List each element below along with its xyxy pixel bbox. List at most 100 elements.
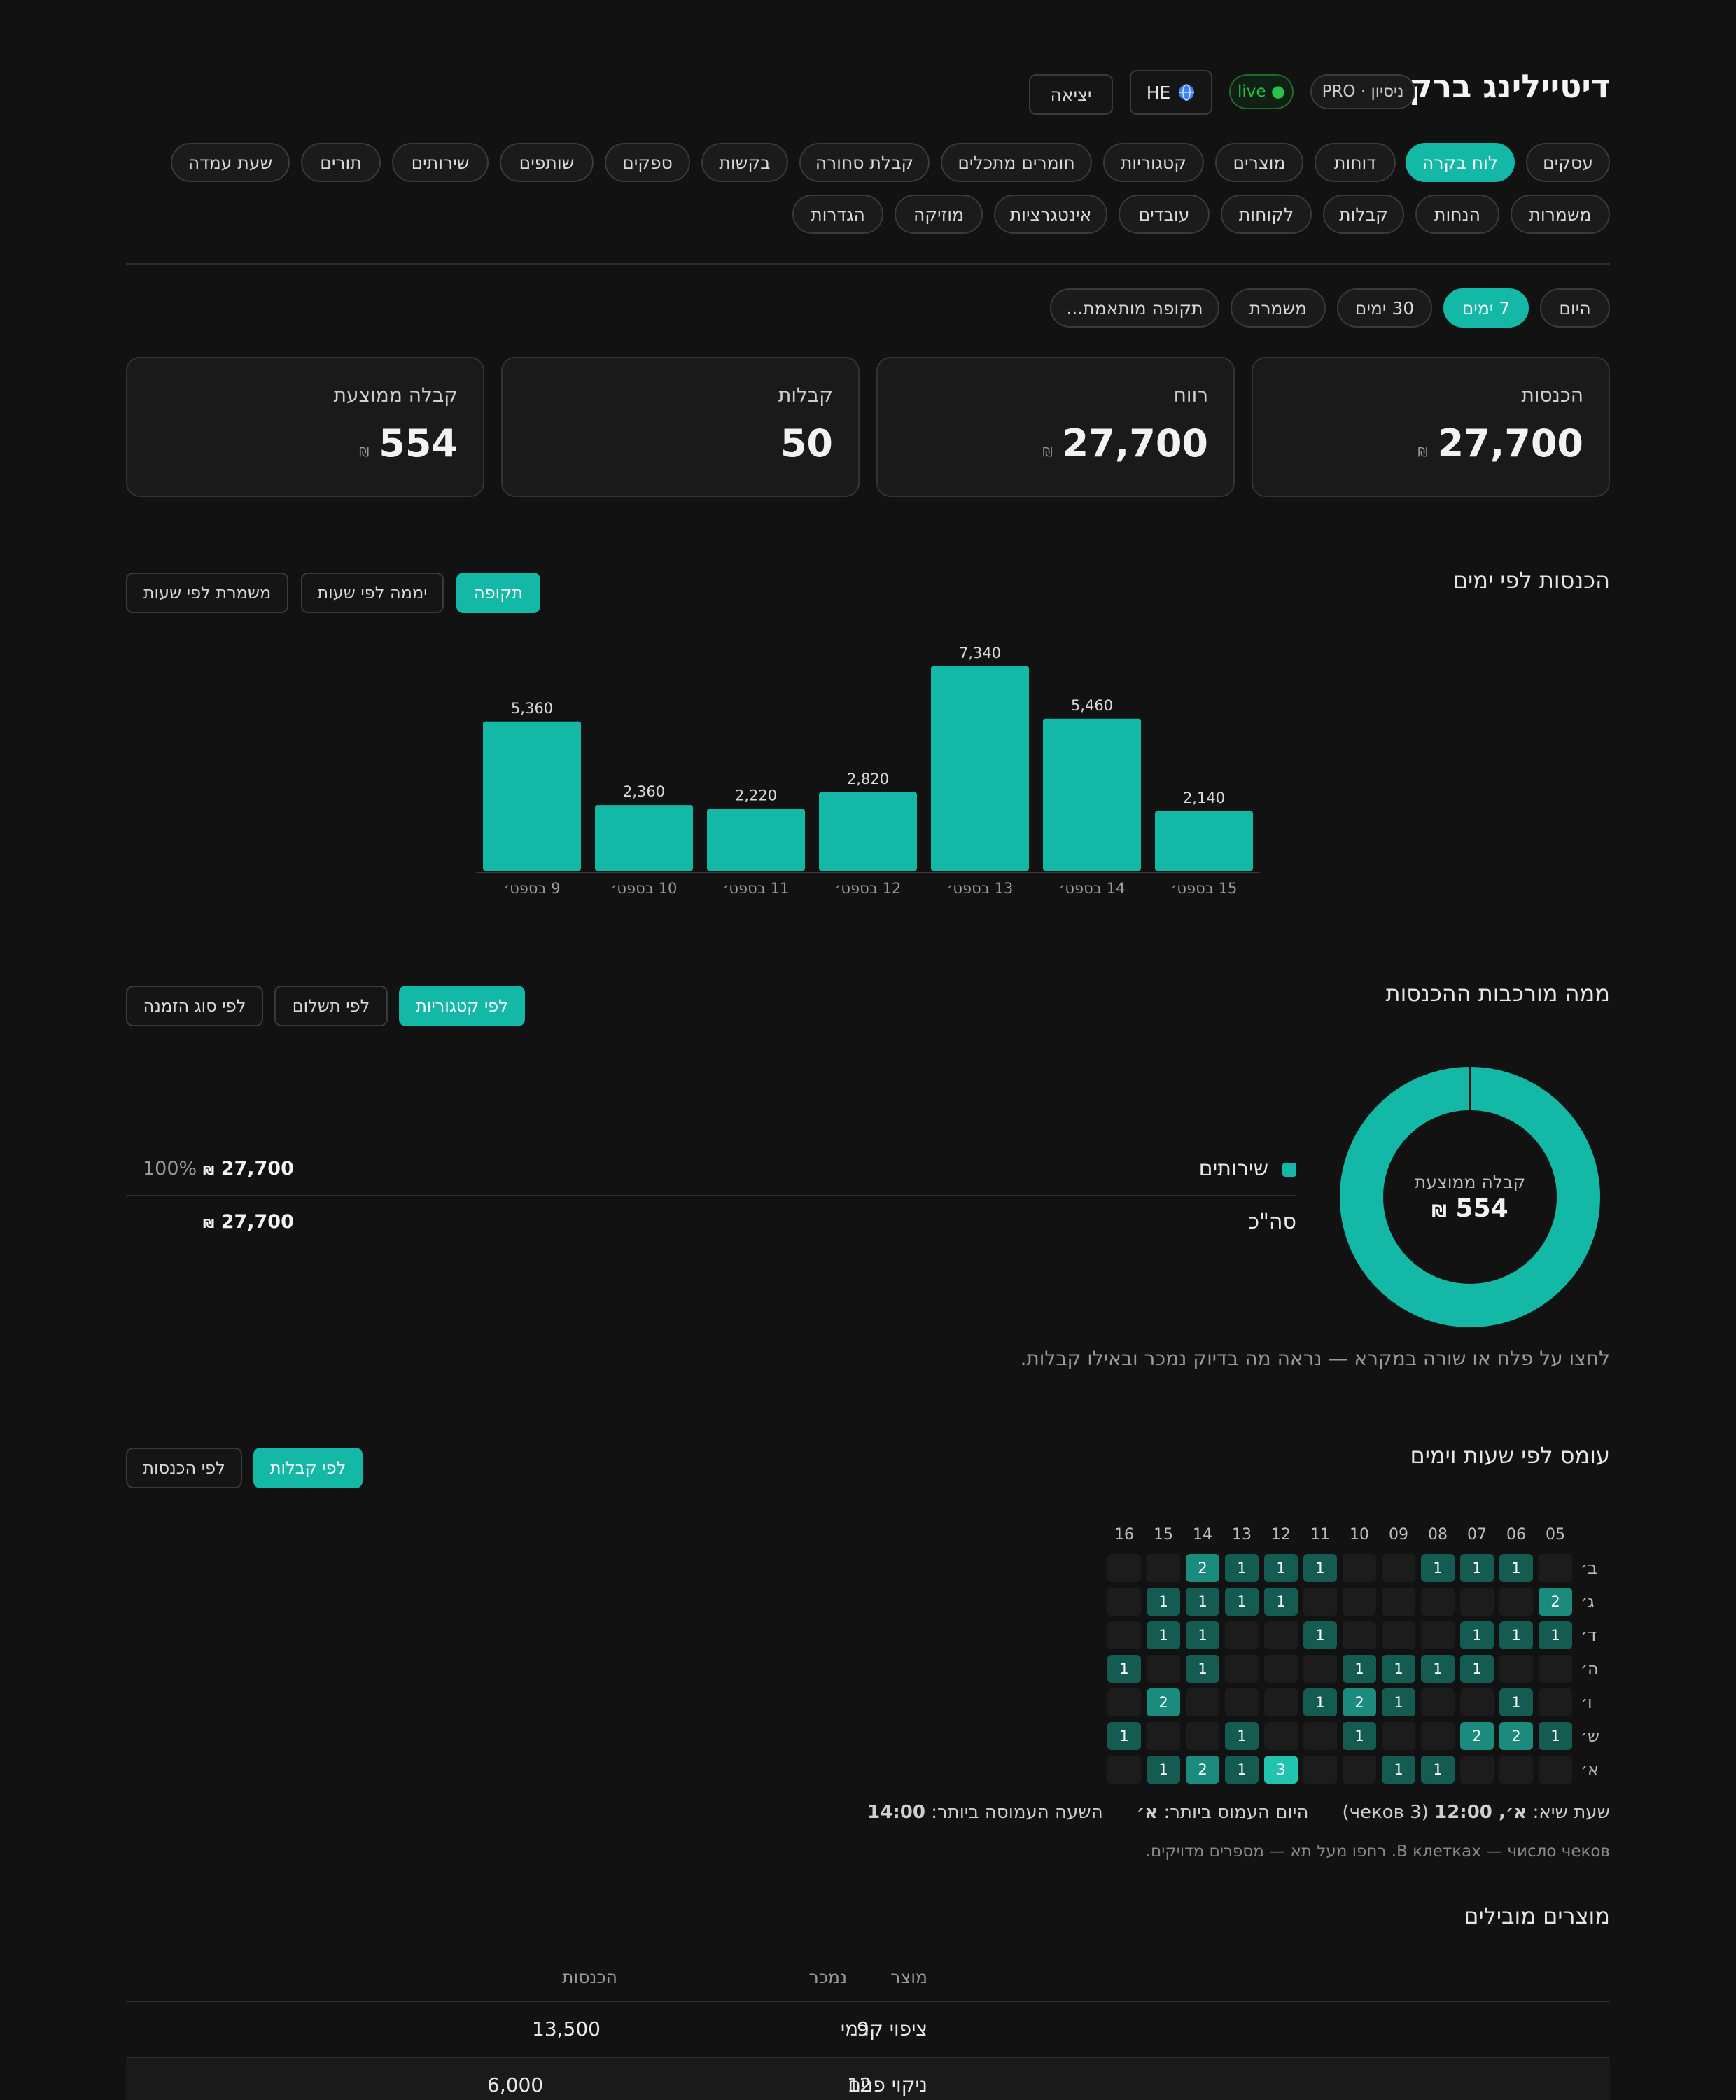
heatmap-cell[interactable] — [1264, 1722, 1298, 1750]
heatmap-cell[interactable]: 1 — [1186, 1588, 1219, 1616]
tab-shift-by-hours[interactable]: משמרת לפי שעות — [126, 573, 288, 613]
heatmap-cell[interactable]: 1 — [1147, 1588, 1180, 1616]
heatmap-cell[interactable]: 1 — [1264, 1588, 1298, 1616]
nav-item-products[interactable]: מוצרים — [1215, 143, 1303, 182]
period-30-days[interactable]: 30 ימים — [1337, 288, 1432, 328]
tab-by-category[interactable]: לפי קטגוריות — [399, 986, 525, 1026]
heatmap-cell[interactable]: 3 — [1264, 1756, 1298, 1784]
heatmap-cell[interactable] — [1107, 1688, 1141, 1716]
tab-by-order-type[interactable]: לפי סוג הזמנה — [126, 986, 263, 1026]
nav-item-discounts[interactable]: הנחות — [1415, 195, 1499, 234]
heatmap-cell[interactable]: 1 — [1421, 1655, 1455, 1683]
nav-item-services[interactable]: שירותים — [392, 143, 489, 182]
table-row[interactable]: ניקוי פנים 12 6,000 — [126, 2058, 1610, 2100]
heatmap-cell[interactable] — [1343, 1588, 1376, 1616]
heatmap-cell[interactable]: 1 — [1186, 1621, 1219, 1649]
heatmap-cell[interactable] — [1421, 1621, 1455, 1649]
heatmap-cell[interactable]: 2 — [1147, 1688, 1180, 1716]
nav-item-integrations[interactable]: אינטגרציות — [994, 195, 1107, 234]
heatmap-cell[interactable] — [1186, 1722, 1219, 1750]
heatmap-cell[interactable] — [1147, 1655, 1180, 1683]
period-shift[interactable]: משמרת — [1231, 288, 1326, 328]
nav-item-reports[interactable]: דוחות — [1315, 143, 1396, 182]
tab-by-receipts[interactable]: לפי קבלות — [253, 1448, 363, 1488]
heatmap-cell[interactable] — [1460, 1688, 1494, 1716]
heatmap-cell[interactable] — [1499, 1756, 1533, 1784]
heatmap-cell[interactable]: 1 — [1539, 1621, 1572, 1649]
heatmap-cell[interactable] — [1264, 1655, 1298, 1683]
heatmap-cell[interactable] — [1539, 1756, 1572, 1784]
logout-button[interactable]: יציאה — [1029, 74, 1113, 115]
heatmap-cell[interactable] — [1264, 1621, 1298, 1649]
heatmap-cell[interactable] — [1264, 1688, 1298, 1716]
heatmap-cell[interactable]: 1 — [1264, 1554, 1298, 1582]
heatmap-cell[interactable]: 1 — [1225, 1722, 1259, 1750]
period-7-days[interactable]: 7 ימים — [1443, 288, 1529, 328]
heatmap-cell[interactable]: 1 — [1303, 1621, 1337, 1649]
heatmap-cell[interactable]: 1 — [1460, 1621, 1494, 1649]
nav-item-goods-receipt[interactable]: קבלת סחורה — [799, 143, 930, 182]
bar[interactable] — [1155, 811, 1253, 871]
heatmap-cell[interactable]: 1 — [1499, 1688, 1533, 1716]
heatmap-cell[interactable]: 1 — [1343, 1722, 1376, 1750]
nav-item-consumables[interactable]: חומרים מתכלים — [941, 143, 1092, 182]
bar[interactable] — [483, 721, 581, 871]
heatmap-cell[interactable] — [1421, 1588, 1455, 1616]
heatmap-cell[interactable] — [1107, 1621, 1141, 1649]
heatmap-cell[interactable] — [1303, 1756, 1337, 1784]
heatmap-cell[interactable] — [1107, 1756, 1141, 1784]
bar[interactable] — [819, 792, 917, 871]
bar[interactable] — [1043, 718, 1141, 871]
heatmap-cell[interactable]: 2 — [1186, 1554, 1219, 1582]
heatmap-cell[interactable] — [1343, 1621, 1376, 1649]
heatmap-cell[interactable]: 1 — [1499, 1621, 1533, 1649]
heatmap-cell[interactable] — [1107, 1588, 1141, 1616]
period-today[interactable]: היום — [1540, 288, 1610, 328]
heatmap-cell[interactable] — [1343, 1554, 1376, 1582]
heatmap-cell[interactable] — [1421, 1688, 1455, 1716]
tab-day-by-hours[interactable]: יממה לפי שעות — [301, 573, 444, 613]
nav-item-station-hour[interactable]: שעת עמדה — [171, 143, 290, 182]
heatmap-cell[interactable]: 1 — [1225, 1756, 1259, 1784]
heatmap-cell[interactable]: 1 — [1147, 1756, 1180, 1784]
heatmap-cell[interactable] — [1460, 1756, 1494, 1784]
heatmap-cell[interactable] — [1303, 1722, 1337, 1750]
tab-by-payment[interactable]: לפי תשלום — [274, 986, 388, 1026]
heatmap-cell[interactable]: 1 — [1382, 1756, 1415, 1784]
heatmap-cell[interactable] — [1382, 1621, 1415, 1649]
nav-item-appointments[interactable]: תורים — [301, 143, 381, 182]
heatmap-cell[interactable]: 1 — [1421, 1554, 1455, 1582]
heatmap-cell[interactable] — [1225, 1688, 1259, 1716]
language-switch[interactable]: HE — [1130, 70, 1212, 115]
period-custom[interactable]: תקופה מותאמת... — [1050, 288, 1219, 328]
heatmap-cell[interactable] — [1225, 1655, 1259, 1683]
nav-item-customers[interactable]: לקוחות — [1221, 195, 1312, 234]
heatmap-cell[interactable]: 2 — [1499, 1722, 1533, 1750]
heatmap-cell[interactable] — [1499, 1588, 1533, 1616]
heatmap-cell[interactable]: 1 — [1186, 1655, 1219, 1683]
heatmap-cell[interactable]: 1 — [1460, 1554, 1494, 1582]
heatmap-cell[interactable]: 1 — [1343, 1655, 1376, 1683]
nav-item-partners[interactable]: שותפים — [500, 143, 594, 182]
heatmap-cell[interactable]: 1 — [1303, 1554, 1337, 1582]
heatmap-cell[interactable]: 1 — [1499, 1554, 1533, 1582]
nav-item-employees[interactable]: עובדים — [1119, 195, 1210, 234]
heatmap-cell[interactable] — [1539, 1655, 1572, 1683]
heatmap-cell[interactable]: 1 — [1107, 1655, 1141, 1683]
heatmap-cell[interactable]: 1 — [1382, 1655, 1415, 1683]
heatmap-cell[interactable] — [1460, 1588, 1494, 1616]
nav-item-categories[interactable]: קטגוריות — [1103, 143, 1204, 182]
heatmap-cell[interactable]: 1 — [1460, 1655, 1494, 1683]
heatmap-cell[interactable] — [1186, 1688, 1219, 1716]
heatmap-cell[interactable]: 2 — [1343, 1688, 1376, 1716]
heatmap-cell[interactable]: 1 — [1107, 1722, 1141, 1750]
heatmap-cell[interactable]: 1 — [1225, 1554, 1259, 1582]
heatmap-cell[interactable] — [1382, 1588, 1415, 1616]
heatmap-cell[interactable]: 1 — [1539, 1722, 1572, 1750]
bar[interactable] — [707, 808, 805, 871]
heatmap-cell[interactable] — [1382, 1554, 1415, 1582]
nav-item-settings[interactable]: הגדרות — [792, 195, 883, 234]
heatmap-cell[interactable]: 1 — [1225, 1588, 1259, 1616]
heatmap-cell[interactable] — [1147, 1722, 1180, 1750]
heatmap-cell[interactable] — [1499, 1655, 1533, 1683]
